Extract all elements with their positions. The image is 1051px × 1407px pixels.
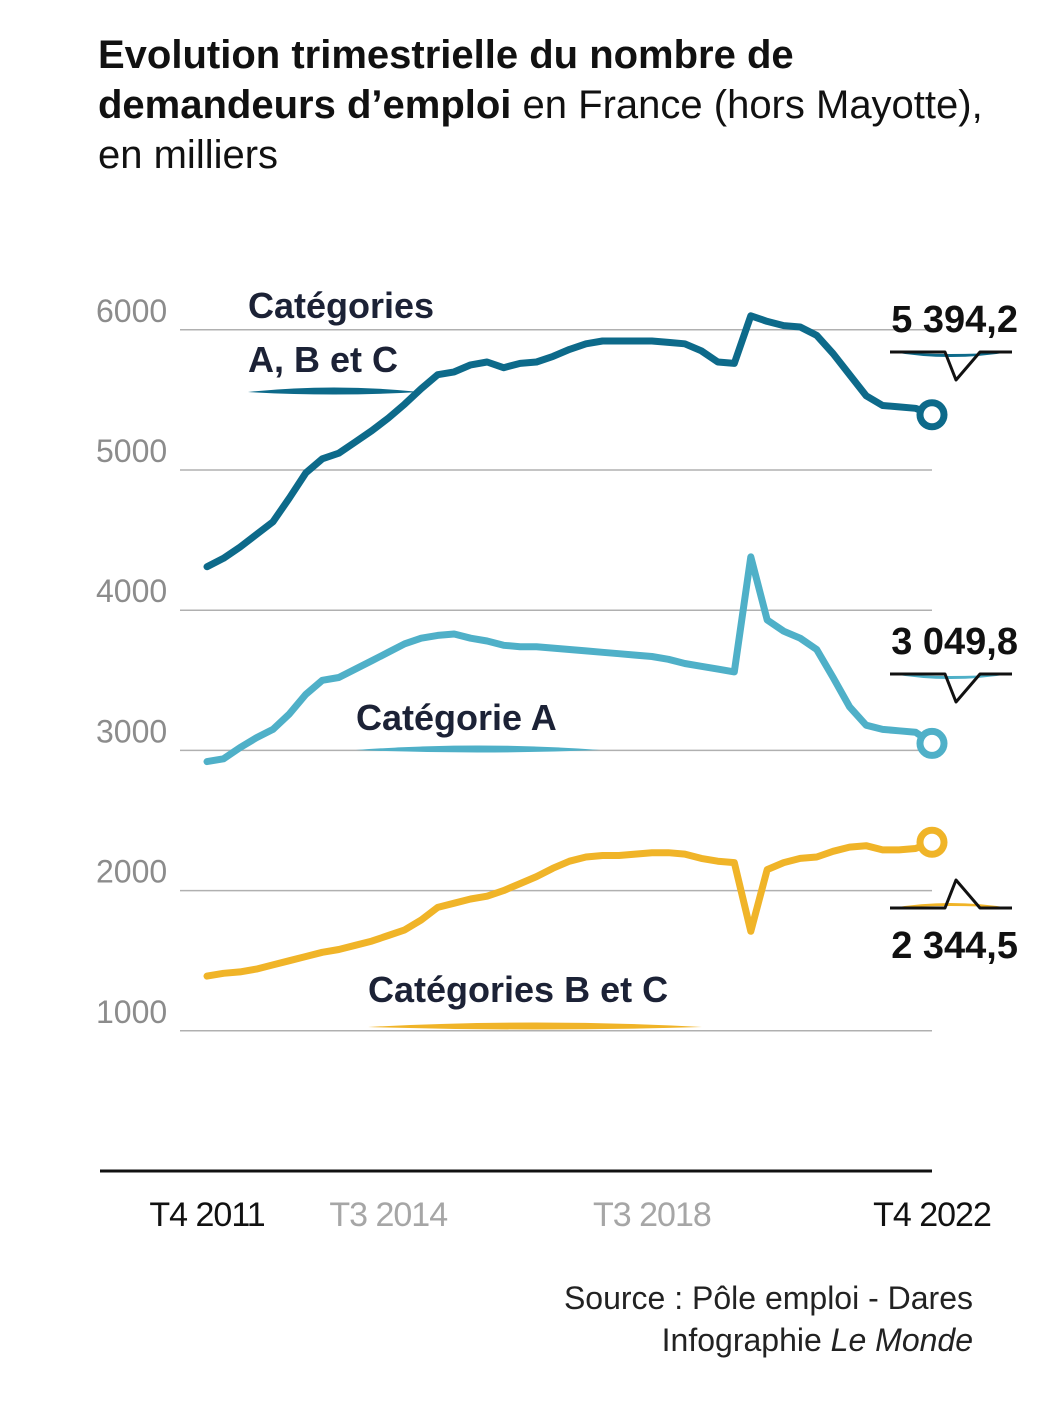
x-tick-label: T4 2022 <box>873 1196 991 1234</box>
y-tick-label: 2000 <box>96 854 167 890</box>
series-label: A, B et C <box>248 339 398 380</box>
credit-publication: Le Monde <box>830 1322 973 1358</box>
end-value-brush <box>892 352 1010 357</box>
series-line <box>203 312 936 571</box>
credit-prefix: Infographie <box>661 1322 831 1358</box>
series-end-value: 5 394,2 <box>891 299 1018 341</box>
series-end-marker <box>916 727 948 759</box>
end-value-brush <box>892 903 1010 908</box>
series-line <box>203 553 936 766</box>
source-text: Source : Pôle emploi - Dares <box>563 1280 973 1316</box>
end-value-squiggle <box>890 878 1012 910</box>
x-tick-label: T3 2014 <box>329 1196 447 1234</box>
x-tick-label: T3 2018 <box>593 1196 711 1234</box>
series-label-underline <box>248 387 420 395</box>
end-value-brush <box>892 674 1010 679</box>
series-label: Catégories B et C <box>368 969 668 1010</box>
series-end-value: 2 344,5 <box>891 925 1018 967</box>
series-label: Catégories <box>248 285 434 326</box>
y-tick-label: 4000 <box>96 573 167 609</box>
y-tick-label: 5000 <box>96 433 167 469</box>
y-tick-label: 6000 <box>96 293 167 329</box>
y-tick-label: 1000 <box>96 994 167 1030</box>
end-value-squiggle <box>890 350 1012 382</box>
source-block: Source : Pôle emploi - Dares Infographie… <box>564 1277 973 1361</box>
series-end-marker <box>916 399 948 431</box>
series-end-value: 3 049,8 <box>891 621 1018 663</box>
chart-title: Evolution trimestrielle du nombre de dem… <box>98 30 998 180</box>
series-label-underline <box>356 745 600 753</box>
end-value-squiggle <box>890 672 1012 704</box>
y-tick-label: 3000 <box>96 713 167 749</box>
credit-text: Infographie Le Monde <box>564 1319 973 1361</box>
series-line <box>203 838 936 980</box>
chart-title-rest: en France (hors Mayotte), en milliers <box>98 83 983 177</box>
series-end-marker <box>916 826 948 858</box>
chart-title-bold: Evolution trimestrielle du nombre de dem… <box>98 33 794 127</box>
series-label: Catégorie A <box>356 697 557 738</box>
series-label-underline <box>368 1022 702 1030</box>
x-tick-label: T4 2011 <box>149 1196 264 1234</box>
